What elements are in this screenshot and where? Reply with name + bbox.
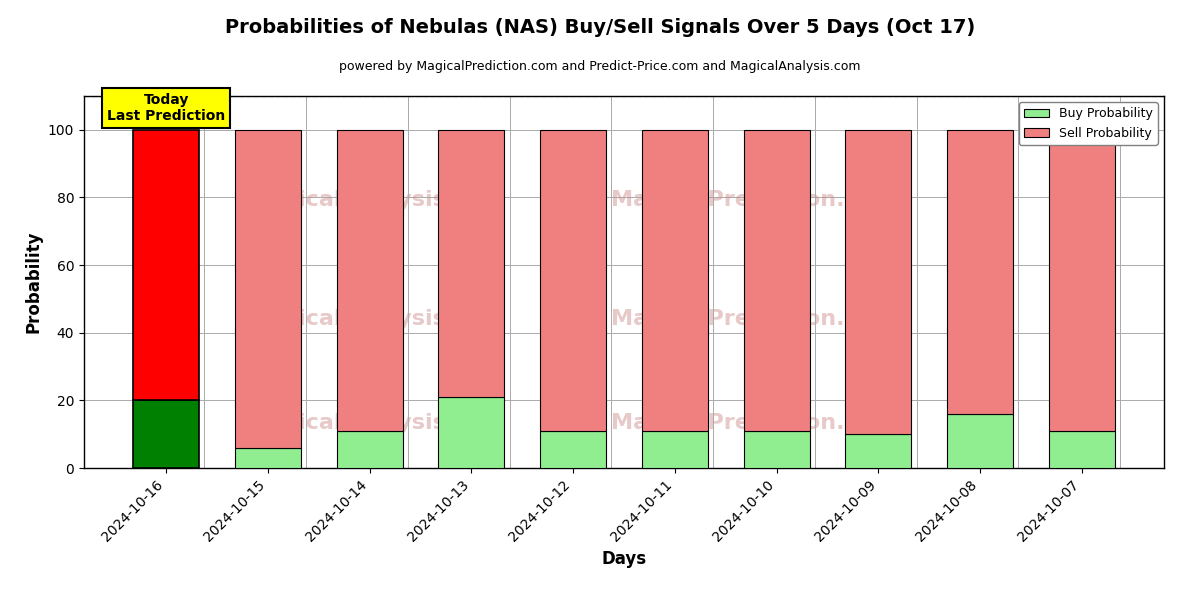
Bar: [438, 397, 504, 468]
Bar: [1049, 130, 1115, 431]
Bar: [947, 130, 1013, 414]
Legend: Buy Probability, Sell Probability: Buy Probability, Sell Probability: [1019, 102, 1158, 145]
Bar: [438, 130, 504, 397]
Bar: [133, 400, 199, 468]
Text: MagicalAnalysis.com: MagicalAnalysis.com: [245, 190, 506, 210]
Text: MagicalPrediction.com: MagicalPrediction.com: [611, 190, 896, 210]
Bar: [642, 431, 708, 468]
Bar: [133, 130, 199, 400]
Bar: [336, 130, 403, 431]
Bar: [744, 130, 810, 431]
Text: MagicalAnalysis.com: MagicalAnalysis.com: [245, 413, 506, 433]
Bar: [845, 130, 912, 434]
Text: Probabilities of Nebulas (NAS) Buy/Sell Signals Over 5 Days (Oct 17): Probabilities of Nebulas (NAS) Buy/Sell …: [224, 18, 976, 37]
Y-axis label: Probability: Probability: [24, 231, 42, 333]
Text: Today
Last Prediction: Today Last Prediction: [107, 93, 226, 123]
Bar: [540, 130, 606, 431]
Bar: [642, 130, 708, 431]
Bar: [947, 414, 1013, 468]
Bar: [845, 434, 912, 468]
Bar: [540, 431, 606, 468]
X-axis label: Days: Days: [601, 550, 647, 568]
Text: MagicalPrediction.com: MagicalPrediction.com: [611, 309, 896, 329]
Bar: [1049, 431, 1115, 468]
Bar: [336, 431, 403, 468]
Bar: [744, 431, 810, 468]
Bar: [235, 448, 301, 468]
Text: MagicalAnalysis.com: MagicalAnalysis.com: [245, 309, 506, 329]
Bar: [235, 130, 301, 448]
Text: powered by MagicalPrediction.com and Predict-Price.com and MagicalAnalysis.com: powered by MagicalPrediction.com and Pre…: [340, 60, 860, 73]
Text: MagicalPrediction.com: MagicalPrediction.com: [611, 413, 896, 433]
